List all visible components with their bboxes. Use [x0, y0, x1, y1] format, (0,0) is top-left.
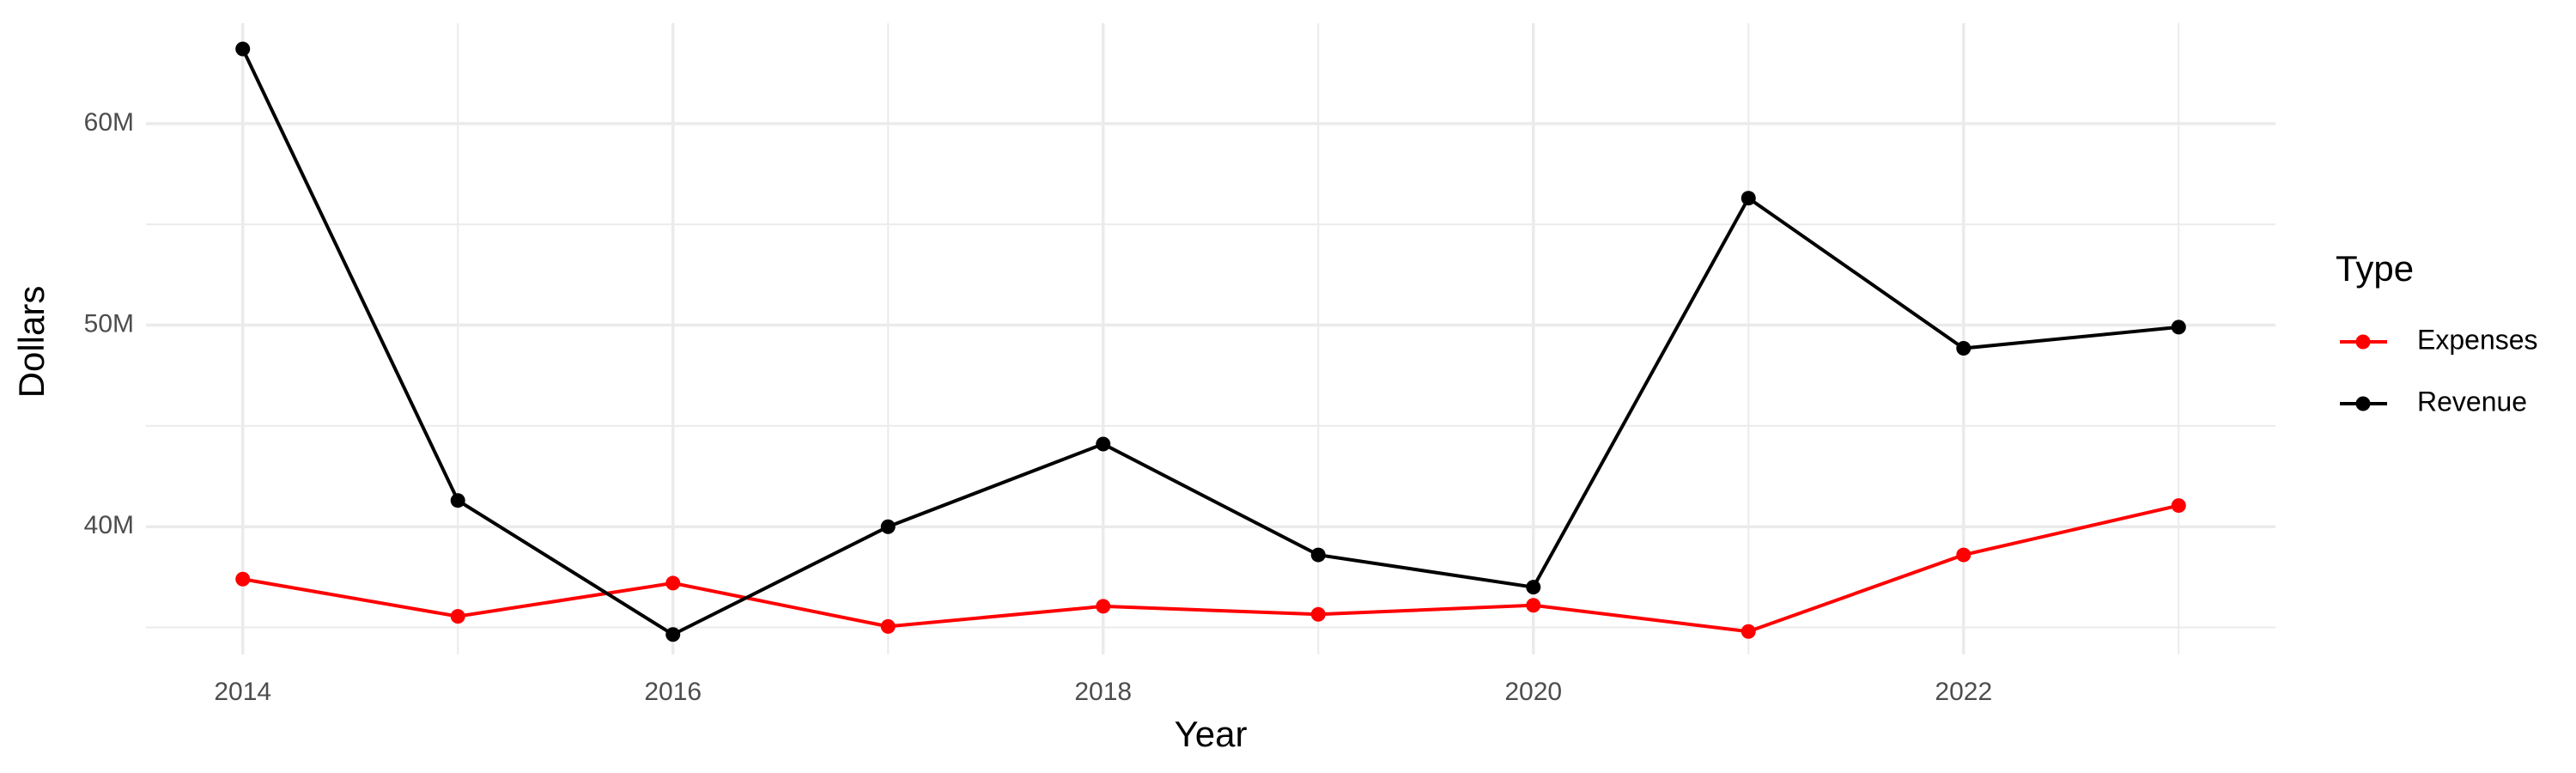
y-tick-label: 60M: [84, 108, 134, 137]
point: [1956, 341, 1971, 356]
x-axis-title: Year: [1175, 714, 1248, 754]
point: [1310, 547, 1326, 563]
y-tick-label: 50M: [84, 309, 134, 338]
x-tick-label: 2022: [1935, 678, 1992, 706]
point: [235, 571, 251, 587]
point: [2171, 498, 2186, 514]
point: [1741, 191, 1756, 206]
y-tick-label: 40M: [84, 511, 134, 539]
point: [1096, 599, 1111, 614]
legend-title: Type: [2336, 248, 2414, 289]
point: [1310, 606, 1326, 622]
x-tick-label: 2014: [214, 678, 271, 706]
point: [1956, 547, 1971, 563]
point: [1526, 598, 1541, 613]
point: [450, 493, 465, 508]
legend-key-point: [2355, 396, 2371, 411]
point: [665, 575, 681, 591]
point: [1741, 624, 1756, 639]
x-tick-label: 2020: [1504, 678, 1562, 706]
point: [1096, 436, 1111, 452]
point: [880, 618, 896, 634]
y-axis-title: Dollars: [11, 286, 52, 399]
point: [1526, 580, 1541, 595]
point: [235, 41, 251, 57]
legend-label: Revenue: [2417, 386, 2527, 417]
point: [2171, 320, 2186, 335]
point: [450, 609, 465, 624]
x-tick-label: 2018: [1074, 678, 1132, 706]
point: [880, 519, 896, 534]
line: [242, 503, 2179, 634]
x-tick-label: 2016: [644, 678, 702, 706]
point: [665, 627, 681, 642]
line: [240, 48, 2179, 637]
legend-label: Expenses: [2417, 324, 2538, 355]
legend-key-point: [2355, 334, 2371, 350]
